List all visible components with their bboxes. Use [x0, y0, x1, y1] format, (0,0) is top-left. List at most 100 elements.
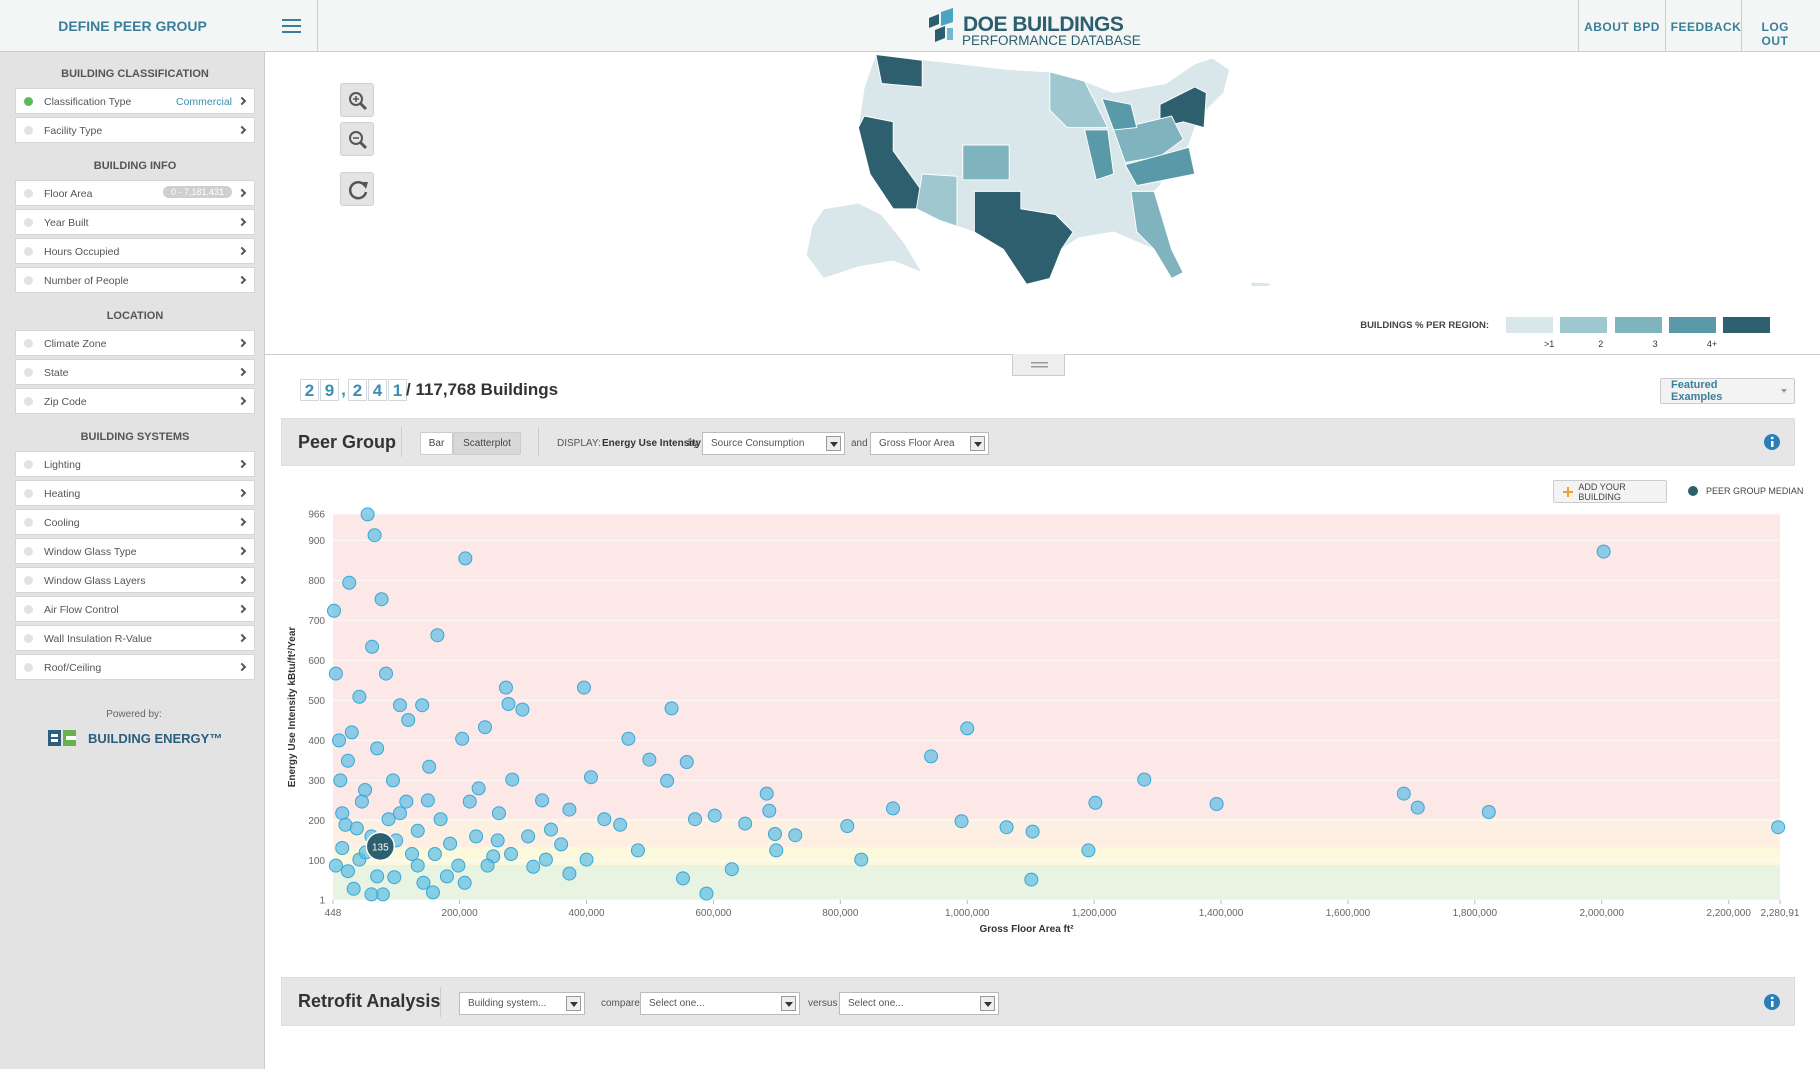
filter-item[interactable]: Wall Insulation R-Value	[15, 625, 255, 651]
data-point	[387, 870, 402, 885]
separator	[538, 427, 539, 457]
logo-subtitle: PERFORMANCE DATABASE	[962, 33, 1141, 48]
legend-swatch	[1614, 317, 1662, 333]
zoom-in[interactable]	[340, 83, 374, 117]
status-dot	[24, 276, 33, 285]
map-region[interactable]	[1101, 97, 1138, 131]
map-region[interactable]	[962, 144, 1010, 181]
filter-item[interactable]: Air Flow Control	[15, 596, 255, 622]
x-tick-label: 448	[325, 908, 342, 919]
nav-link[interactable]: FEEDBACK	[1670, 20, 1742, 34]
nav-link[interactable]: LOG OUT	[1761, 20, 1789, 48]
filter-item[interactable]: Window Glass Layers	[15, 567, 255, 593]
data-point	[999, 820, 1014, 835]
data-point	[462, 794, 477, 809]
data-point	[430, 628, 445, 643]
info-icon[interactable]	[1763, 433, 1781, 451]
data-point	[333, 773, 348, 788]
system-dropdown[interactable]: Building system...	[459, 992, 585, 1015]
data-point	[457, 875, 472, 890]
filter-item[interactable]: Roof/Ceiling	[15, 654, 255, 680]
filter-item[interactable]: Year Built	[15, 209, 255, 235]
menu-button[interactable]	[265, 0, 318, 52]
status-dot	[24, 634, 33, 643]
filter-label: Facility Type	[44, 125, 103, 137]
separator	[401, 427, 402, 457]
axis-dropdown[interactable]: Gross Floor Area	[870, 432, 989, 455]
filter-item[interactable]: Floor Area 0 - 7,181,431	[15, 180, 255, 206]
legend-label: 4+	[1706, 339, 1718, 349]
legend-title: BUILDINGS % PER REGION:	[1360, 320, 1489, 331]
scatter-toggle[interactable]: Scatterplot	[453, 432, 521, 455]
data-point	[455, 731, 470, 746]
legend-dot	[1688, 486, 1698, 496]
y-tick-label: 100	[308, 856, 325, 867]
filter-value: Commercial	[175, 96, 232, 108]
data-point	[410, 823, 425, 838]
x-tick-label: 600,000	[695, 908, 732, 919]
logo-icon	[929, 8, 953, 42]
filter-label: Zip Code	[44, 396, 87, 408]
status-dot	[24, 97, 33, 106]
map-region[interactable]	[915, 173, 958, 227]
bar-toggle[interactable]: Bar	[420, 432, 453, 455]
info-icon[interactable]	[1763, 993, 1781, 1011]
add-building-button[interactable]: ADD YOUR BUILDING	[1553, 480, 1667, 503]
data-point	[960, 721, 975, 736]
zoom-out[interactable]	[340, 122, 374, 156]
filter-label: Classification Type	[44, 96, 132, 108]
display-label: DISPLAY:	[557, 438, 601, 449]
featured-label: Featured Examples	[1671, 379, 1723, 403]
status-dot	[24, 489, 33, 498]
compare-dropdown[interactable]: Select one...	[640, 992, 800, 1015]
y-axis-label: Energy Use Intensity kBtu/ft²/Year	[287, 627, 298, 788]
map-region[interactable]	[1124, 146, 1196, 187]
filter-label: Window Glass Type	[44, 546, 137, 558]
data-point	[352, 689, 367, 704]
map-region[interactable]	[973, 190, 1074, 285]
reset-map[interactable]	[340, 172, 374, 206]
filter-item[interactable]: Number of People	[15, 267, 255, 293]
section-heading: LOCATION	[106, 310, 164, 322]
status-dot	[24, 605, 33, 614]
nav-link[interactable]: ABOUT BPD	[1584, 20, 1660, 34]
data-point	[954, 814, 969, 829]
filter-item[interactable]: Heating	[15, 480, 255, 506]
filter-item[interactable]: State	[15, 359, 255, 385]
map-region[interactable]	[1130, 190, 1184, 280]
filter-item[interactable]: Hours Occupied	[15, 238, 255, 264]
dropdown-label: Source Consumption	[711, 438, 805, 449]
data-point	[613, 817, 628, 832]
data-point	[1137, 772, 1152, 787]
filter-item[interactable]: Zip Code	[15, 388, 255, 414]
map-region[interactable]	[1049, 71, 1109, 129]
data-point	[332, 733, 347, 748]
filter-item[interactable]: Facility Type	[15, 117, 255, 143]
data-point	[478, 720, 493, 735]
filter-item[interactable]: Classification Type Commercial	[15, 88, 255, 114]
filter-label: Roof/Ceiling	[44, 662, 102, 674]
y-tick-label: 700	[308, 616, 325, 627]
filter-item[interactable]: Lighting	[15, 451, 255, 477]
y-tick-label: 400	[308, 736, 325, 747]
legend-label: 3	[1652, 339, 1658, 349]
resize-handle[interactable]	[1012, 354, 1065, 376]
data-point	[425, 885, 440, 900]
featured-examples[interactable]: Featured Examples	[1660, 378, 1795, 404]
filter-item[interactable]: Climate Zone	[15, 330, 255, 356]
map-region[interactable]	[875, 53, 923, 88]
median-point	[365, 831, 396, 862]
filter-item[interactable]: Cooling	[15, 509, 255, 535]
map-region[interactable]	[805, 202, 924, 279]
map-region[interactable]	[1084, 129, 1115, 181]
data-point	[358, 783, 373, 797]
versus-dropdown[interactable]: Select one...	[839, 992, 999, 1015]
legend-swatch	[1560, 317, 1608, 333]
map-region[interactable]	[1249, 281, 1271, 287]
filter-item[interactable]: Window Glass Type	[15, 538, 255, 564]
data-point	[1088, 795, 1103, 810]
x-tick-label: 2,280,91	[1761, 908, 1800, 919]
data-point	[738, 816, 753, 831]
dropdown-label: Select one...	[649, 998, 705, 1009]
metric-dropdown[interactable]: Source Consumption	[702, 432, 845, 455]
